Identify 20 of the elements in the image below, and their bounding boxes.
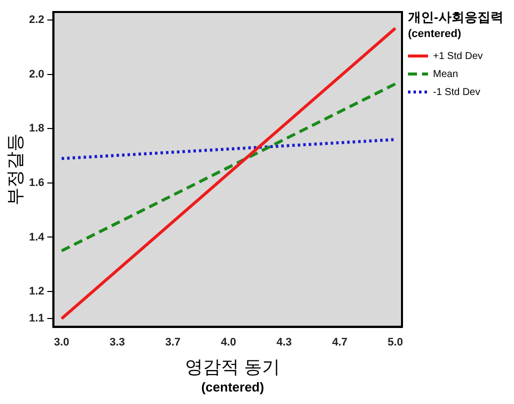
x-axis-title: 영감적 동기 (centered) [185,356,280,394]
x-tick-label: 3.0 [54,336,70,348]
y-axis-title: 부정갈등 [4,133,25,206]
y-tick-label: 1.6 [28,177,44,189]
legend-label: +1 Std Dev [433,50,483,62]
x-tick-label: 3.7 [165,336,181,348]
x-tick-label: 4.3 [276,336,292,348]
y-tick-label: 2.2 [28,14,44,26]
legend-title: 개인-사회응집력 (centered) [408,10,504,40]
y-tick-label: 1.2 [28,286,44,298]
y-tick-label: 1.8 [28,122,44,135]
x-tick-label: 5.0 [388,336,403,348]
y-tick-label: 1.1 [28,312,44,325]
x-tick-label: 4.7 [332,336,348,348]
x-tick-label: 3.3 [110,336,125,348]
legend-label: Mean [433,68,458,80]
y-tick-label: 1.4 [28,231,46,244]
x-tick-label: 4.0 [220,336,236,348]
legend-label: -1 Std Dev [433,86,480,98]
y-tick-label: 2.0 [28,68,44,80]
